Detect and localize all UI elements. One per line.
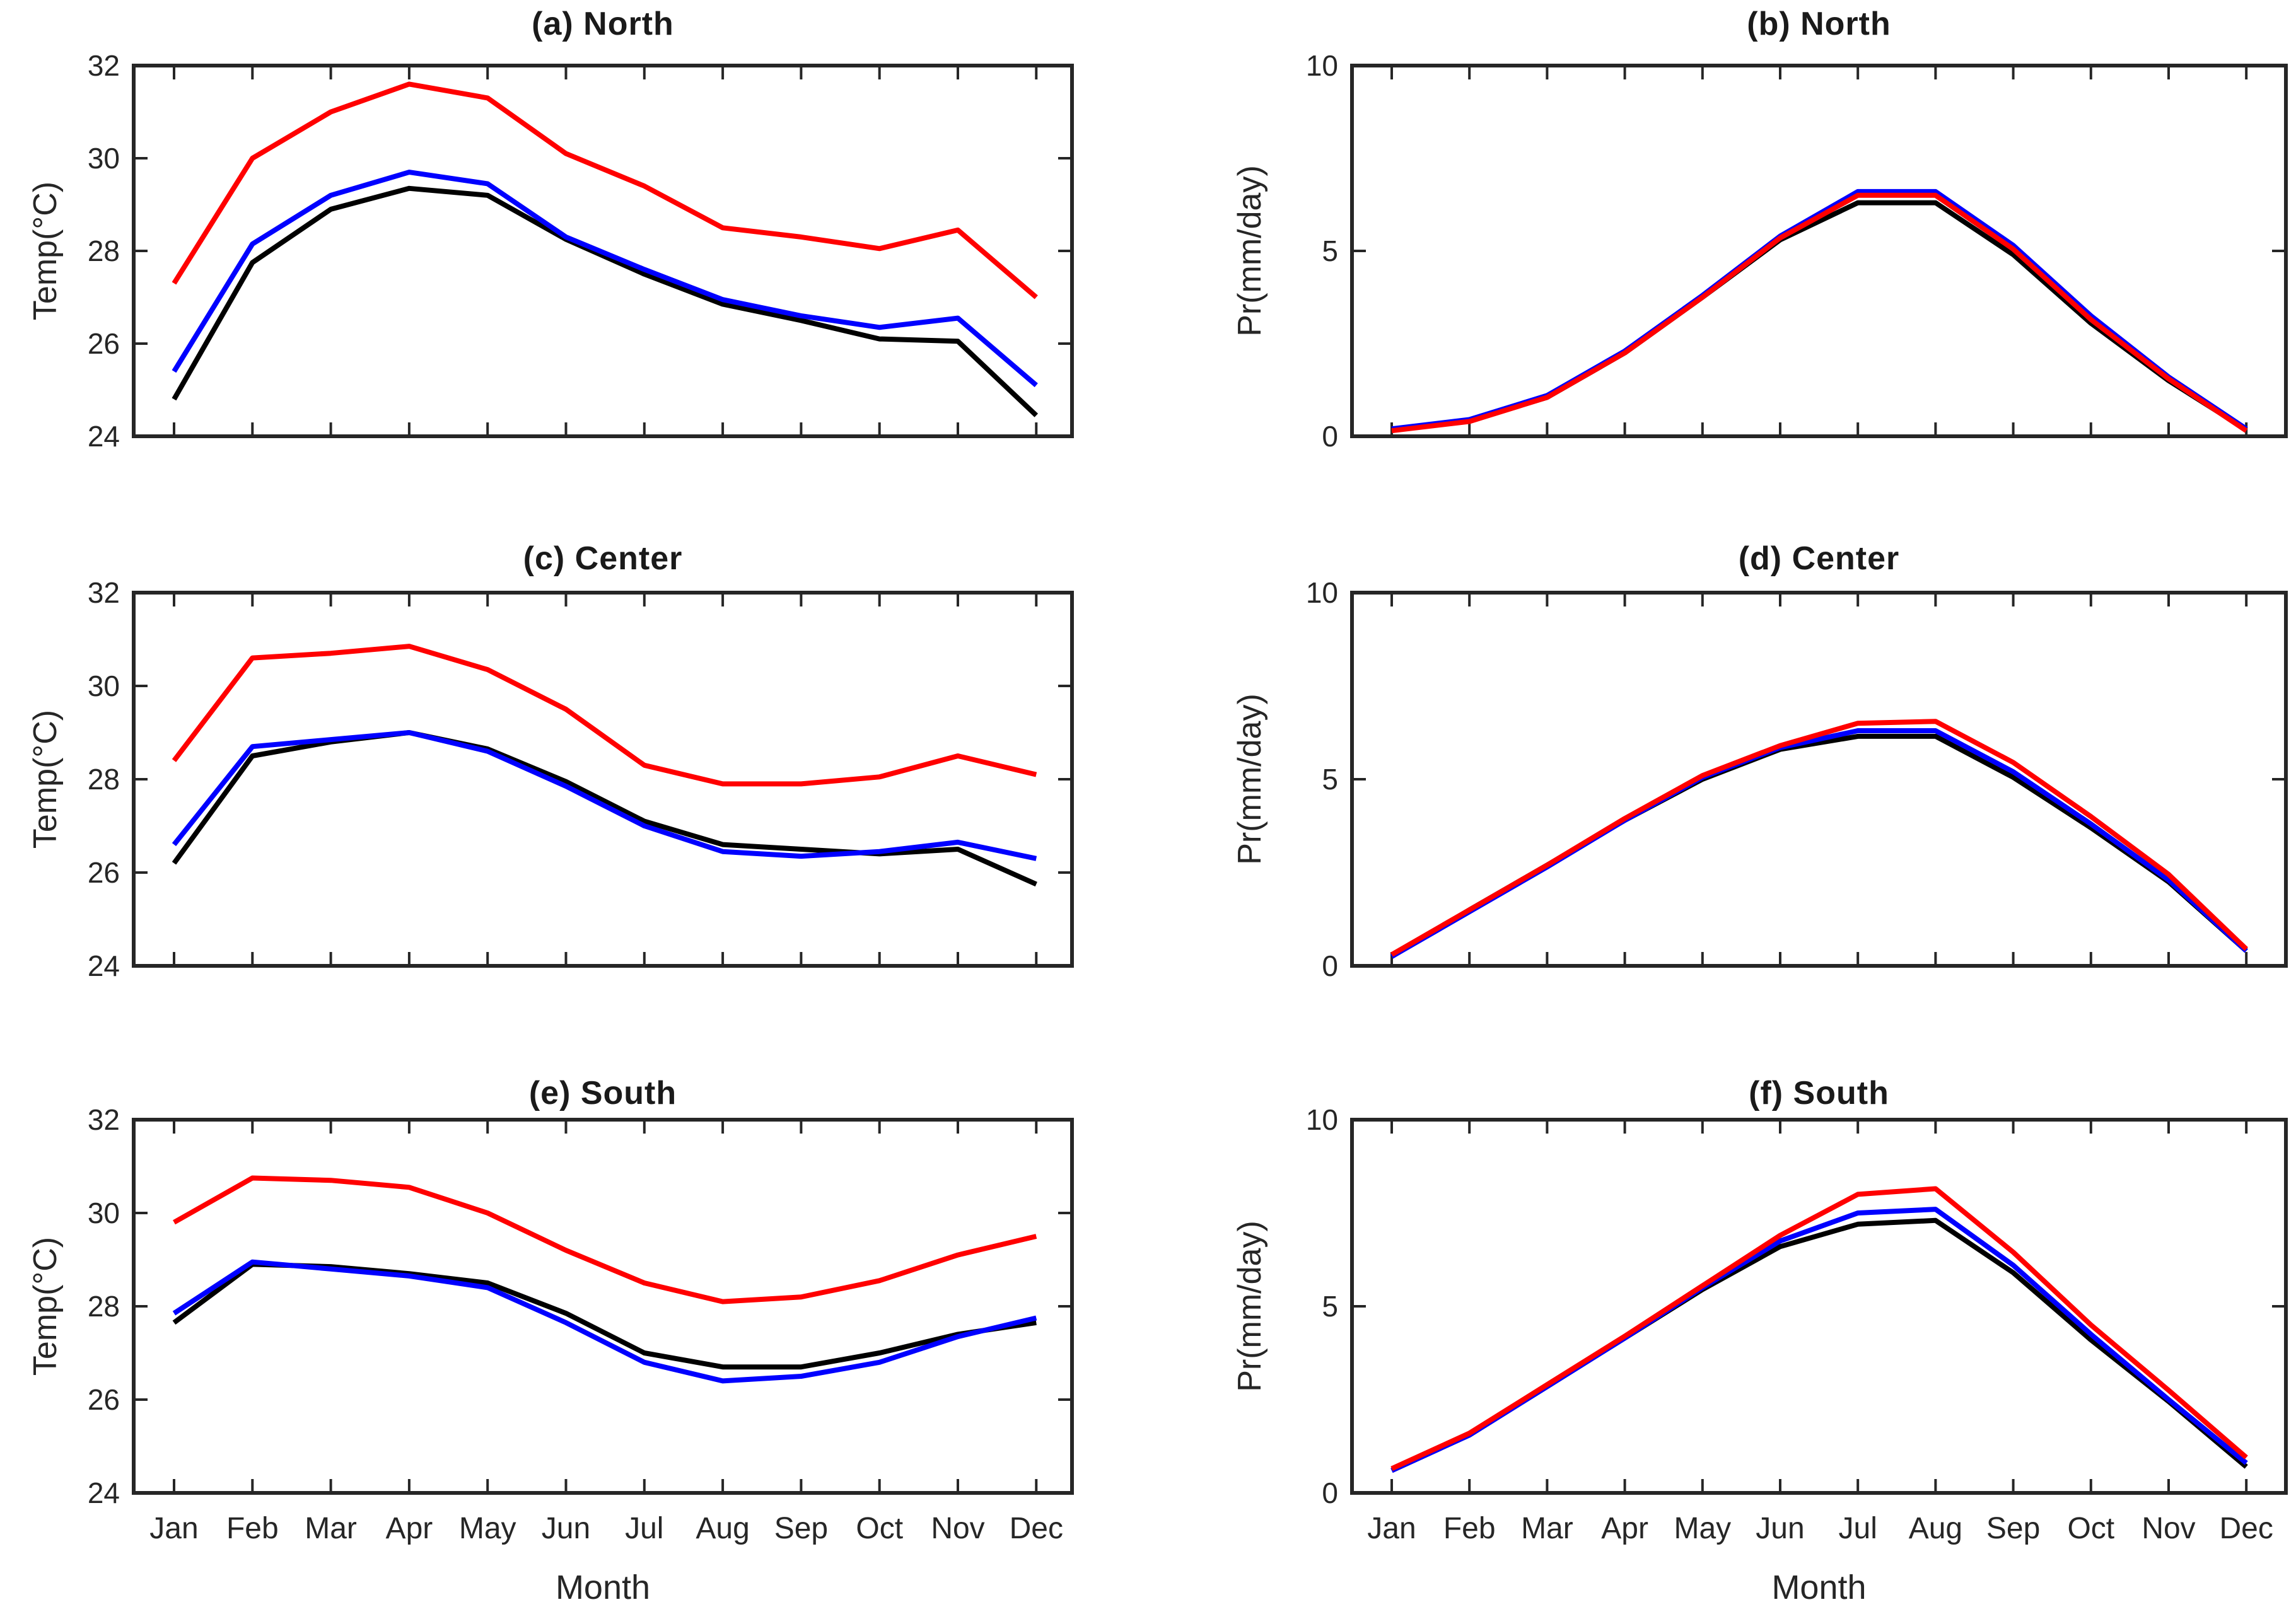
series-black-panel-b [1391, 200, 2248, 432]
svg-text:Dec: Dec [2220, 1512, 2273, 1545]
svg-text:Month: Month [1771, 1569, 1866, 1606]
svg-text:0: 0 [1322, 1477, 1338, 1509]
series-blue-panel-e [172, 1259, 1037, 1384]
svg-text:Sep: Sep [1986, 1512, 2040, 1545]
svg-text:32: 32 [88, 49, 120, 82]
series-black-panel-c [172, 730, 1037, 887]
svg-text:May: May [459, 1512, 516, 1545]
svg-text:Jul: Jul [1839, 1512, 1877, 1545]
svg-text:30: 30 [88, 1197, 120, 1229]
svg-text:24: 24 [88, 1477, 120, 1509]
panel-c-title: (c) Center [523, 540, 683, 577]
svg-text:0: 0 [1322, 420, 1338, 453]
svg-text:24: 24 [88, 420, 120, 453]
series-red-panel-d [1390, 719, 2248, 957]
panel-b-title: (b) North [1747, 6, 1891, 42]
svg-text:5: 5 [1322, 235, 1338, 267]
svg-text:30: 30 [88, 142, 120, 175]
series-red-panel-a [172, 81, 1038, 299]
panel-f-title: (f) South [1749, 1075, 1889, 1111]
panel-a-title: (a) North [532, 6, 674, 42]
svg-text:Jun: Jun [542, 1512, 590, 1545]
svg-text:Sep: Sep [774, 1512, 828, 1545]
panel-d-title: (d) Center [1738, 540, 1900, 577]
svg-text:Oct: Oct [2067, 1512, 2114, 1545]
svg-text:24: 24 [88, 949, 120, 982]
svg-text:28: 28 [88, 763, 120, 796]
series-red-panel-b [1391, 192, 2248, 434]
svg-text:10: 10 [1306, 49, 1338, 82]
panel-b-chart: 0 5 10 [1306, 49, 2288, 453]
svg-text:10: 10 [1306, 576, 1338, 609]
series-blue-panel-d [1390, 728, 2248, 959]
svg-text:May: May [1674, 1512, 1731, 1545]
svg-text:26: 26 [88, 327, 120, 360]
svg-text:Apr: Apr [386, 1512, 433, 1545]
series-blue-panel-b [1391, 189, 2248, 432]
svg-text:32: 32 [88, 1103, 120, 1136]
svg-text:30: 30 [88, 670, 120, 702]
series-black-panel-a [172, 185, 1039, 417]
panel-f-chart: Jan Feb Mar Apr May Jun Jul Aug Sep Oct Nov Dec 0 5 10… [1306, 1103, 2288, 1606]
svg-text:Mar: Mar [1521, 1512, 1573, 1545]
svg-text:Apr: Apr [1601, 1512, 1648, 1545]
series-blue-panel-f [1390, 1207, 2248, 1473]
svg-text:Nov: Nov [931, 1512, 984, 1545]
panel-d-chart: 0 5 10 [1306, 576, 2288, 982]
svg-text:Mar: Mar [305, 1512, 357, 1545]
svg-text:Oct: Oct [856, 1512, 903, 1545]
svg-text:28: 28 [88, 235, 120, 267]
svg-text:10: 10 [1306, 1103, 1338, 1136]
svg-text:Month: Month [556, 1569, 650, 1606]
svg-text:26: 26 [88, 856, 120, 889]
svg-text:5: 5 [1322, 763, 1338, 796]
svg-text:Jul: Jul [625, 1512, 663, 1545]
series-red-panel-e [173, 1175, 1037, 1304]
svg-text:Nov: Nov [2142, 1512, 2195, 1545]
svg-text:Jan: Jan [149, 1512, 198, 1545]
panel-c-chart: 24 26 28 30 32 [88, 576, 1074, 982]
svg-text:28: 28 [88, 1290, 120, 1323]
svg-text:Aug: Aug [1909, 1512, 1962, 1545]
series-red-panel-c [172, 644, 1037, 787]
svg-text:0: 0 [1322, 949, 1338, 982]
svg-text:Jun: Jun [1756, 1512, 1804, 1545]
svg-text:Aug: Aug [696, 1512, 749, 1545]
svg-text:Feb: Feb [226, 1512, 279, 1545]
panel-a-chart: 24 26 28 30 32 [88, 49, 1074, 453]
svg-text:Jan: Jan [1367, 1512, 1416, 1545]
series-blue-panel-a [172, 170, 1038, 388]
svg-text:26: 26 [88, 1383, 120, 1416]
panel-e-title: (e) South [528, 1075, 677, 1111]
svg-text:Dec: Dec [1010, 1512, 1063, 1545]
series-blue-panel-c [172, 730, 1037, 861]
svg-text:Feb: Feb [1443, 1512, 1496, 1545]
panel-e-chart: Jan Feb Mar Apr May Jun Jul Aug Sep Oct Nov Dec 24 26… [88, 1103, 1074, 1606]
series-red-panel-f [1390, 1186, 2248, 1471]
svg-text:5: 5 [1322, 1290, 1338, 1323]
svg-text:32: 32 [88, 576, 120, 609]
